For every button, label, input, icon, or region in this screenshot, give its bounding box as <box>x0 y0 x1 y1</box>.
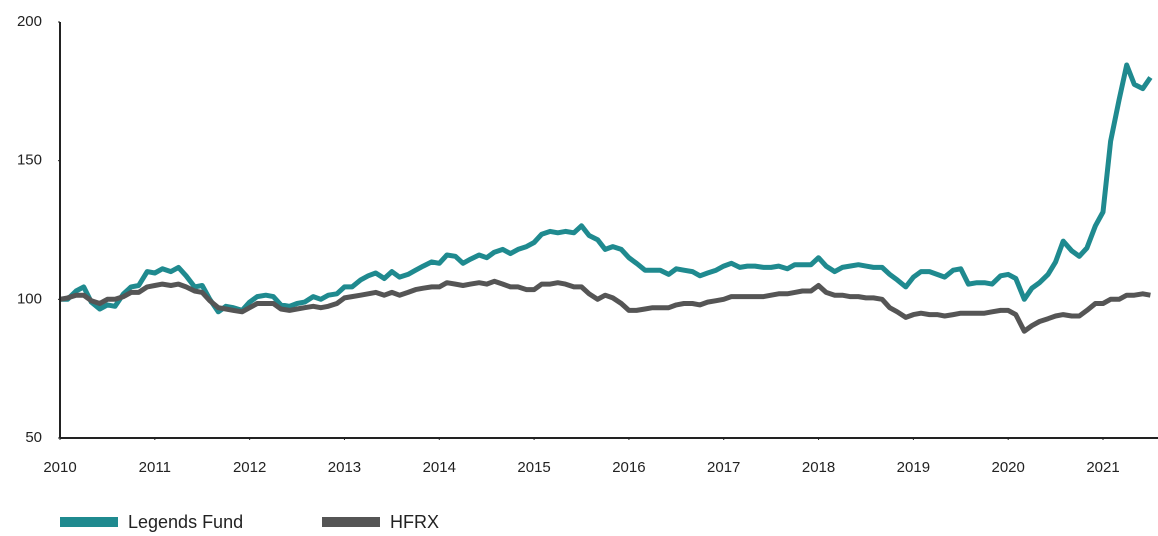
x-tick-label: 2011 <box>139 459 171 476</box>
y-tick-label: 200 <box>17 13 42 30</box>
x-tick-label: 2012 <box>233 459 266 476</box>
x-tick-label: 2021 <box>1086 459 1119 476</box>
series-line <box>60 62 1153 315</box>
x-tick-label: 2017 <box>707 459 740 476</box>
x-tick-label: 2015 <box>517 459 550 476</box>
series-line <box>59 278 1151 334</box>
x-tick-label: 2010 <box>43 459 76 476</box>
x-tick-label: 2014 <box>423 459 456 476</box>
x-tick-label: 2013 <box>328 459 361 476</box>
legend-swatch <box>322 517 380 527</box>
y-tick-label: 100 <box>17 290 42 307</box>
legend-swatch <box>60 517 118 527</box>
x-tick-label: 2019 <box>897 459 930 476</box>
x-tick-label: 2018 <box>802 459 835 476</box>
y-tick-label: 50 <box>25 429 42 446</box>
x-tick-label: 2016 <box>612 459 645 476</box>
legend-label: Legends Fund <box>128 512 243 532</box>
y-tick-label: 150 <box>17 152 42 169</box>
x-tick-label: 2020 <box>991 459 1024 476</box>
legend-label: HFRX <box>390 512 439 532</box>
